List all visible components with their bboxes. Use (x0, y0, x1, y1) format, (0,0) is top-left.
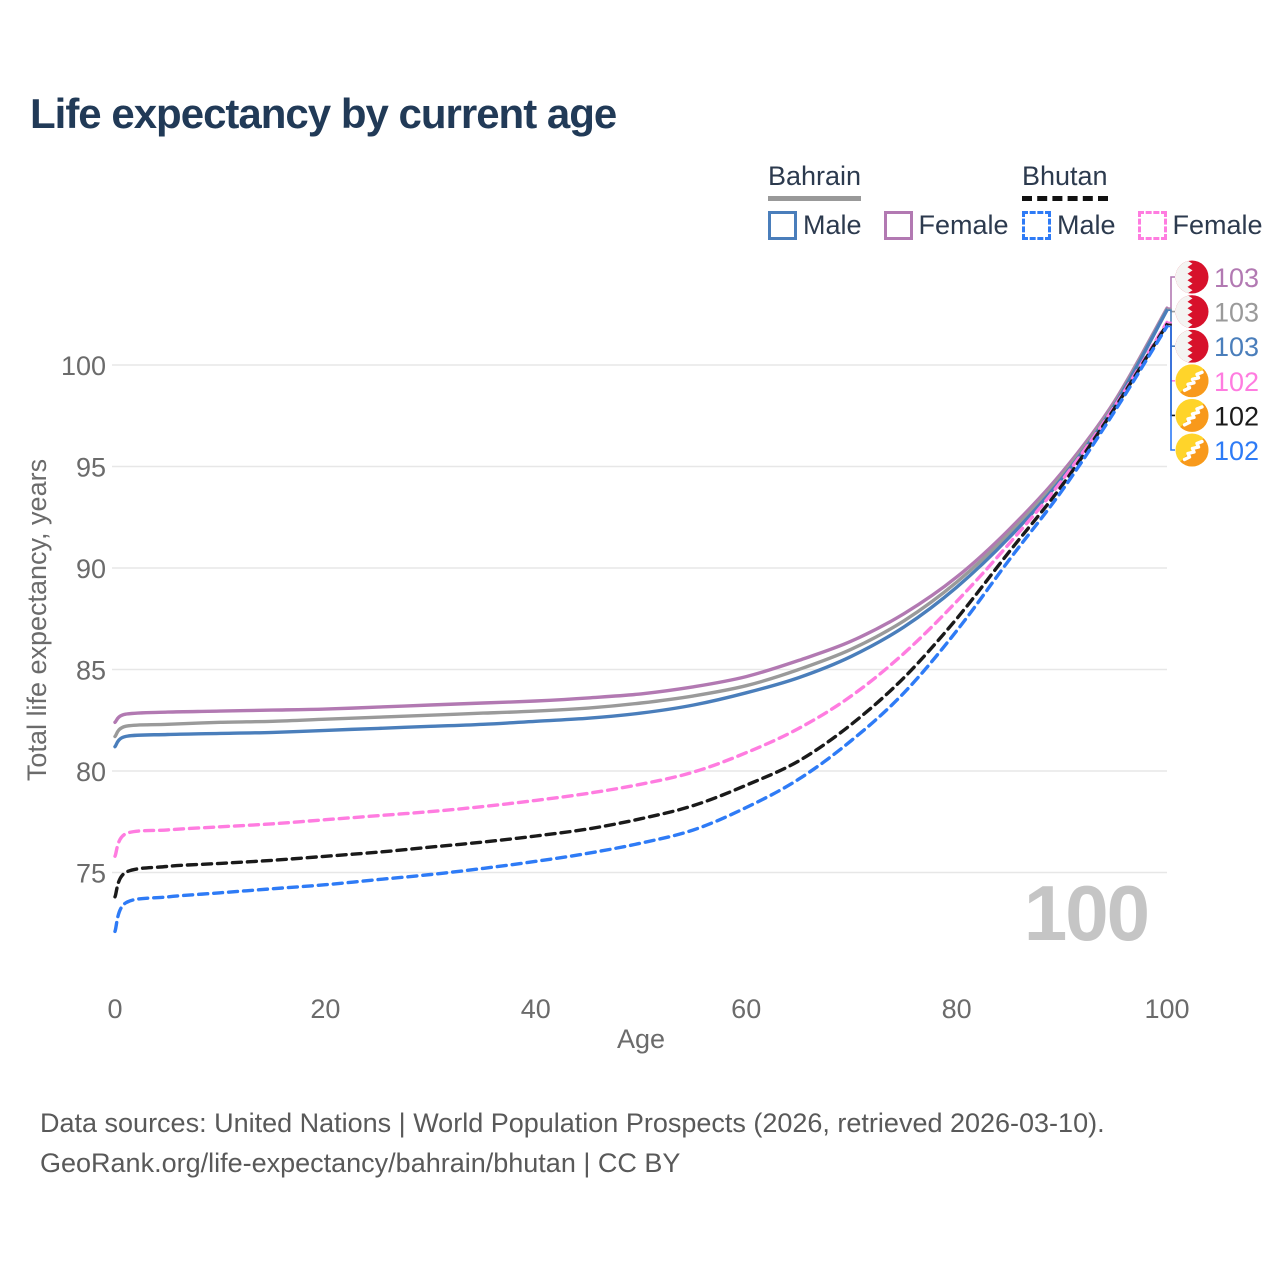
y-tick-label-100: 100 (61, 351, 106, 381)
end-value-label-bhutan-total: 102 (1214, 401, 1259, 431)
x-tick-label-80: 80 (942, 994, 972, 1024)
y-tick-label-75: 75 (76, 859, 106, 889)
y-tick-label-95: 95 (76, 453, 106, 483)
x-tick-label-20: 20 (310, 994, 340, 1024)
legend-item-bahrain-male[interactable]: Male (768, 210, 862, 241)
legend-group-bhutan: Bhutan Male Female (1022, 161, 1263, 241)
bahrain-female-swatch (883, 210, 913, 240)
legend-item-bhutan-male[interactable]: Male (1022, 210, 1116, 241)
series-line-bahrain-total[interactable] (113, 307, 1169, 739)
legend-country-bhutan[interactable]: Bhutan (1022, 161, 1108, 201)
bahrain-male-swatch (768, 210, 797, 240)
y-tick-label-85: 85 (76, 656, 106, 686)
legend-item-label: Female (918, 209, 1009, 240)
end-leader-bahrain-female (1167, 276, 1175, 309)
age-counter-watermark: 100 (1023, 869, 1150, 957)
x-tick-label-60: 60 (731, 994, 761, 1024)
end-value-label-bahrain-male: 103 (1214, 332, 1259, 362)
legend-item-label: Female (1172, 209, 1263, 240)
x-tick-label-40: 40 (521, 994, 551, 1024)
legend-country-bahrain[interactable]: Bahrain (768, 161, 862, 201)
end-value-label-bhutan-male: 102 (1214, 436, 1259, 466)
series-line-bahrain-male[interactable] (113, 308, 1169, 749)
series-line-bhutan-total[interactable] (113, 322, 1169, 899)
bahrain-solid-underline (768, 195, 862, 201)
bhutan-flag-icon (1176, 434, 1209, 467)
y-tick-label-80: 80 (76, 757, 106, 787)
legend-item-label: Male (803, 209, 862, 240)
x-tick-label-0: 0 (107, 994, 122, 1024)
end-value-label-bahrain-total: 103 (1214, 298, 1259, 328)
end-leader-bhutan-male (1167, 325, 1175, 451)
footer-attribution-link: GeoRank.org/life-expectancy/bahrain/bhut… (40, 1148, 681, 1178)
y-tick-label-90: 90 (76, 554, 106, 584)
y-axis-title: Total life expectancy, years (22, 459, 52, 781)
page-title: Life expectancy by current age (30, 90, 617, 137)
legend-country-bhutan-label: Bhutan (1022, 161, 1108, 191)
bahrain-flag-icon (1176, 295, 1209, 328)
legend-item-bhutan-female[interactable]: Female (1137, 209, 1263, 241)
bhutan-male-swatch (1022, 210, 1051, 240)
legend-group-bahrain: Bahrain Male Female (768, 161, 1009, 241)
footer-data-sources: Data sources: United Nations | World Pop… (40, 1108, 1105, 1138)
bhutan-female-swatch (1137, 210, 1167, 240)
bhutan-dashed-underline (1022, 195, 1108, 201)
legend-country-bahrain-label: Bahrain (768, 161, 862, 191)
legend-item-label: Male (1057, 209, 1116, 240)
series-line-bhutan-female[interactable] (113, 320, 1169, 858)
bahrain-flag-icon (1176, 261, 1209, 294)
end-value-label-bhutan-female: 102 (1214, 367, 1259, 397)
series-line-bahrain-female[interactable] (113, 306, 1169, 724)
end-value-label-bahrain-female: 103 (1214, 263, 1259, 293)
legend-item-bahrain-female[interactable]: Female (883, 209, 1009, 241)
bahrain-flag-icon (1176, 330, 1209, 363)
x-axis-title: Age (617, 1024, 665, 1054)
bhutan-flag-icon (1176, 364, 1209, 397)
bhutan-flag-icon (1176, 399, 1209, 432)
series-line-bhutan-male[interactable] (113, 324, 1169, 934)
x-tick-label-100: 100 (1144, 994, 1189, 1024)
